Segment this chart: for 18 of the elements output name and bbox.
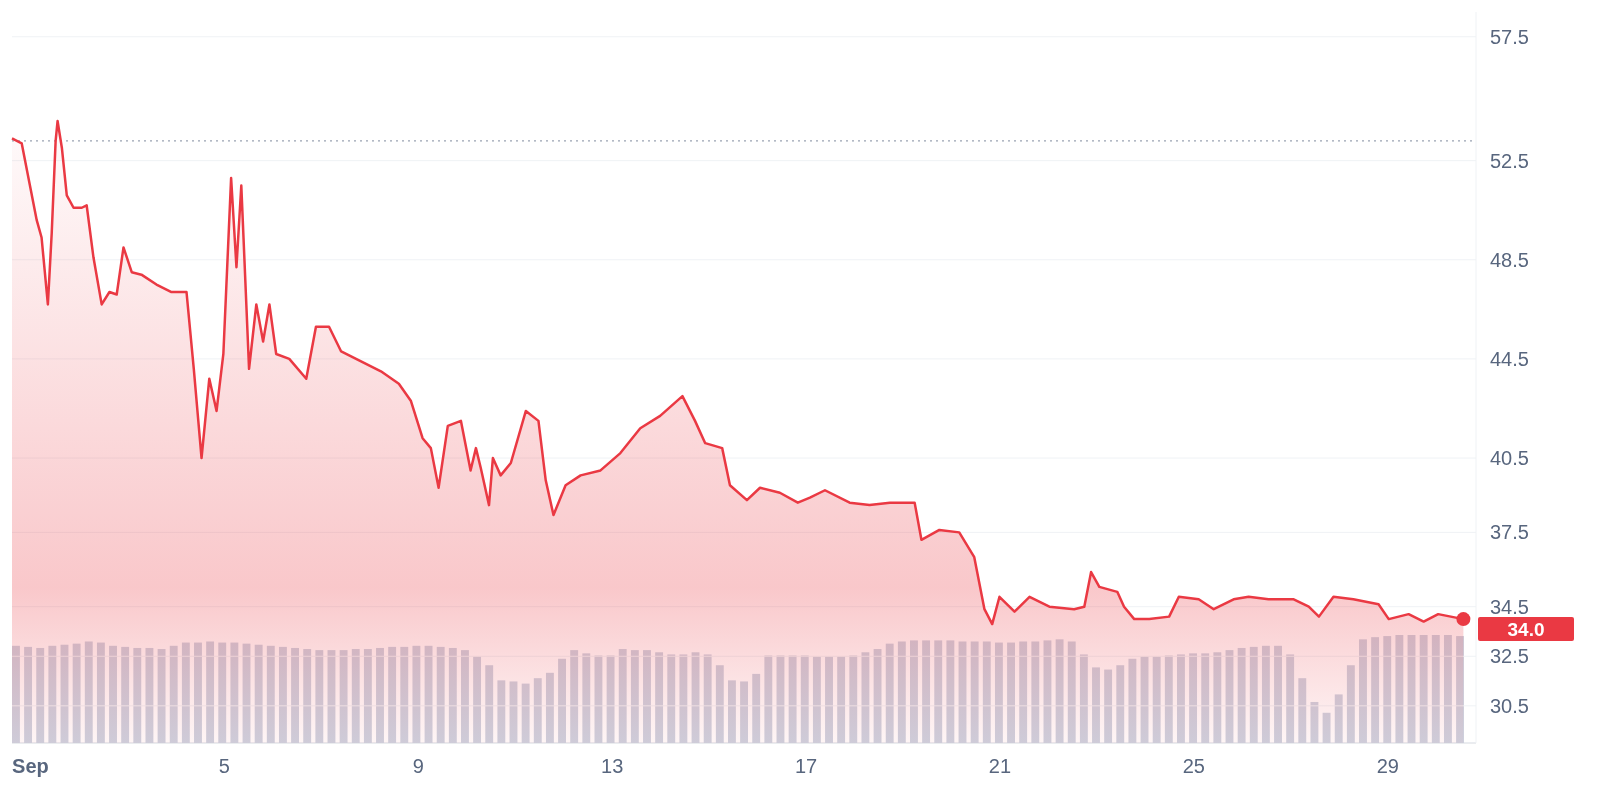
y-tick-label: 44.5 [1490,347,1529,370]
y-tick-label: 34.5 [1490,595,1529,618]
y-tick-label: 40.5 [1490,447,1529,470]
x-tick-label: Sep [12,755,49,777]
x-tick-label: 5 [218,755,230,777]
y-tick-label: 37.5 [1490,521,1529,544]
x-tick-label: 9 [412,755,424,777]
x-tick-label: 13 [601,755,624,777]
y-tick-label: 48.5 [1490,248,1529,271]
y-tick-label: 32.5 [1490,645,1529,668]
y-tick-label: 30.5 [1490,694,1529,717]
x-tick-label: 25 [1182,755,1205,777]
annotation: 34.0 [1507,618,1545,640]
y-tick-label: 52.5 [1490,149,1529,172]
y-tick-label: 57.5 [1490,25,1529,48]
x-tick-label: 29 [1376,755,1399,777]
x-tick-label: 21 [988,755,1012,777]
x-tick-label: 17 [794,755,818,777]
